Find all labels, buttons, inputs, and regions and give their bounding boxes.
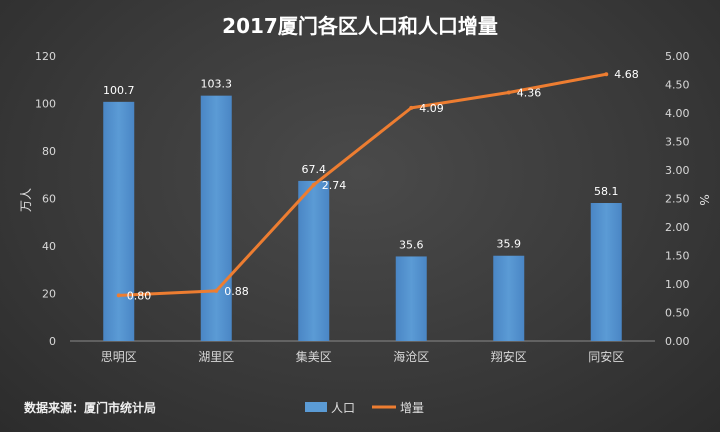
category-label: 海沧区 [393, 349, 429, 364]
line-point [214, 288, 219, 293]
y2-tick-label: 1.00 [665, 278, 690, 291]
category-label: 翔安区 [491, 349, 527, 364]
y-tick-label: 120 [35, 50, 56, 63]
bar [590, 203, 622, 341]
y-axis-ticks: 0 20 40 60 80 100 120 [35, 50, 56, 348]
category-label: 湖里区 [198, 349, 234, 364]
y2-axis-label: % [697, 194, 711, 205]
y2-tick-label: 2.50 [665, 193, 690, 206]
y-tick-label: 40 [42, 240, 56, 253]
line-value-label: 2.74 [322, 179, 347, 192]
category-label: 同安区 [588, 349, 624, 364]
y2-tick-label: 4.50 [665, 79, 690, 92]
bar-value-label: 100.7 [103, 84, 135, 97]
y2-axis-ticks: 0.00 0.50 1.00 1.50 2.00 2.50 3.00 3.50 4.00 4.50… [665, 50, 690, 348]
legend: 人口 增量 [305, 401, 424, 415]
line-value-label: 4.68 [614, 68, 639, 81]
bar [298, 180, 330, 341]
bar [395, 256, 427, 341]
y2-tick-label: 1.50 [665, 250, 690, 263]
line-point [116, 293, 121, 298]
y2-tick-label: 5.00 [665, 50, 690, 63]
bar-value-label: 35.9 [497, 238, 522, 251]
y-tick-label: 80 [42, 145, 56, 158]
category-label: 思明区 [101, 350, 137, 364]
bar-value-label: 103.3 [201, 78, 233, 91]
line-value-label: 0.88 [224, 285, 249, 298]
bar [103, 101, 135, 342]
y2-tick-label: 3.50 [665, 136, 690, 149]
bar-value-label: 35.6 [399, 238, 424, 251]
bar-series: 100.7 103.3 67.4 35.6 35.9 58.1 [103, 78, 622, 342]
legend-line-label: 增量 [400, 401, 424, 415]
y-axis-label: 万人 [19, 188, 33, 212]
bar [200, 95, 232, 341]
line-value-label: 4.09 [419, 102, 444, 115]
line-point [604, 72, 609, 77]
line-point [311, 182, 316, 187]
y2-tick-label: 2.00 [665, 221, 690, 234]
chart-title: 2017厦门各区人口和人口增量 [222, 14, 498, 38]
y-tick-label: 60 [42, 193, 56, 206]
y2-tick-label: 0.00 [665, 335, 690, 348]
y2-tick-label: 4.00 [665, 107, 690, 120]
legend-bar-swatch [305, 402, 327, 412]
line-series: 0.80 0.88 2.74 4.09 4.36 4.68 [116, 68, 639, 302]
y2-tick-label: 3.00 [665, 164, 690, 177]
line-point [506, 90, 511, 95]
legend-bar-label: 人口 [331, 401, 355, 415]
bar [493, 255, 525, 341]
bar-value-label: 67.4 [302, 163, 327, 176]
category-label: 集美区 [296, 349, 332, 364]
data-source-note: 数据来源：厦门市统计局 [24, 400, 156, 415]
category-labels: 思明区 湖里区 集美区 海沧区 翔安区 同安区 [101, 349, 625, 364]
line-value-label: 0.80 [127, 289, 152, 302]
y-tick-label: 100 [35, 98, 56, 111]
y2-tick-label: 0.50 [665, 307, 690, 320]
line-point [409, 105, 414, 110]
y-tick-label: 0 [49, 335, 56, 348]
bar-value-label: 58.1 [594, 185, 619, 198]
line-value-label: 4.36 [517, 86, 542, 99]
line-path [118, 72, 607, 297]
y-tick-label: 20 [42, 288, 56, 301]
